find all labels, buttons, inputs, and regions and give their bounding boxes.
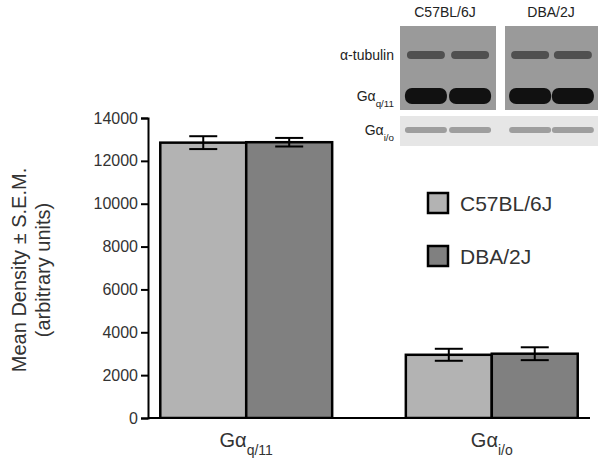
y-tick: 0 bbox=[129, 410, 148, 427]
blot-band bbox=[449, 127, 491, 133]
x-axis: Gαq/11 Gαi/o bbox=[148, 418, 590, 458]
blot-label: Gαq/11 bbox=[357, 88, 394, 109]
blot-band bbox=[509, 127, 551, 133]
y-axis-title-line: (arbitrary units) bbox=[32, 203, 54, 337]
y-tick-label: 6000 bbox=[102, 281, 138, 298]
error-cap bbox=[435, 348, 463, 350]
error-bar bbox=[435, 349, 463, 361]
blot-band bbox=[451, 51, 489, 59]
y-tick-label: 12000 bbox=[94, 152, 139, 169]
error-bar bbox=[275, 138, 303, 147]
error-bar bbox=[521, 347, 549, 360]
bar bbox=[492, 354, 578, 418]
y-tick: 8000 bbox=[102, 238, 148, 255]
error-stem bbox=[202, 136, 204, 149]
blot-panel bbox=[400, 26, 496, 110]
legend-label: DBA/2J bbox=[460, 245, 531, 268]
blot-inset: C57BL/6J DBA/2J α-tubulin Gαq/11 Gαi/o bbox=[340, 4, 598, 146]
error-cap bbox=[275, 146, 303, 148]
bar bbox=[160, 143, 246, 418]
legend: C57BL/6J DBA/2J bbox=[428, 192, 552, 268]
bar bbox=[246, 142, 332, 418]
y-tick-label: 4000 bbox=[102, 324, 138, 341]
x-axis-line bbox=[148, 417, 590, 419]
bar bbox=[406, 355, 492, 418]
error-cap bbox=[189, 148, 217, 150]
error-cap bbox=[275, 137, 303, 139]
y-tick-mark bbox=[141, 203, 148, 205]
y-tick-label: 10000 bbox=[94, 195, 139, 212]
y-tick: 10000 bbox=[94, 195, 149, 212]
y-tick-mark bbox=[141, 375, 148, 377]
blot-panel bbox=[505, 26, 598, 110]
y-tick: 12000 bbox=[94, 152, 149, 169]
blot-label: Gαi/o bbox=[365, 122, 395, 143]
x-tick: Gαi/o bbox=[471, 418, 513, 458]
error-cap bbox=[435, 360, 463, 362]
legend-item: DBA/2J bbox=[428, 245, 531, 268]
y-tick-mark bbox=[141, 246, 148, 248]
y-tick-label: 14000 bbox=[94, 110, 139, 127]
x-tick: Gαq/11 bbox=[220, 418, 274, 458]
blot-label: C57BL/6J bbox=[414, 4, 475, 20]
error-cap bbox=[521, 346, 549, 348]
error-stem bbox=[288, 138, 290, 147]
y-tick-mark bbox=[141, 289, 148, 291]
error-bar bbox=[189, 136, 217, 149]
y-tick: 14000 bbox=[94, 110, 149, 127]
legend-swatch bbox=[428, 246, 448, 266]
legend-swatch bbox=[428, 193, 448, 213]
y-tick: 2000 bbox=[102, 367, 148, 384]
blot-band bbox=[449, 88, 491, 104]
blot-label: DBA/2J bbox=[527, 4, 574, 20]
blot-band bbox=[554, 51, 592, 59]
blot-band bbox=[405, 88, 447, 104]
plot-area bbox=[160, 136, 577, 418]
y-tick-label: 2000 bbox=[102, 367, 138, 384]
x-tick-label: Gαq/11 bbox=[220, 429, 274, 458]
error-cap bbox=[521, 359, 549, 361]
legend-label: C57BL/6J bbox=[460, 192, 552, 215]
y-axis-title: Mean Density ± S.E.M.(arbitrary units) bbox=[8, 168, 54, 372]
y-tick-mark bbox=[141, 118, 148, 120]
blot-label: α-tubulin bbox=[340, 47, 394, 63]
y-tick: 6000 bbox=[102, 281, 148, 298]
blot-band bbox=[405, 127, 447, 133]
blot-band bbox=[552, 88, 594, 104]
blot-band bbox=[552, 127, 594, 133]
y-tick-label: 8000 bbox=[102, 238, 138, 255]
y-axis-title-line: Mean Density ± S.E.M. bbox=[8, 168, 30, 372]
y-tick: 4000 bbox=[102, 324, 148, 341]
blot-band bbox=[511, 51, 549, 59]
y-tick-label: 0 bbox=[129, 410, 138, 427]
blot-band bbox=[407, 51, 445, 59]
y-tick-mark bbox=[141, 160, 148, 162]
error-cap bbox=[189, 135, 217, 137]
y-tick-mark bbox=[141, 418, 148, 420]
error-stem bbox=[534, 347, 536, 360]
y-tick-mark bbox=[141, 332, 148, 334]
y-axis-line bbox=[141, 119, 149, 419]
legend-item: C57BL/6J bbox=[428, 192, 552, 215]
blot-panel bbox=[400, 116, 598, 146]
y-axis: 0 2000 4000 6000 8000 10000 12000 14000 bbox=[94, 110, 149, 427]
blot-band bbox=[509, 88, 551, 104]
error-stem bbox=[448, 349, 450, 361]
chart: 02000400060008000100001200014000Gαq/11Gα… bbox=[0, 0, 600, 470]
x-tick-label: Gαi/o bbox=[471, 429, 513, 458]
